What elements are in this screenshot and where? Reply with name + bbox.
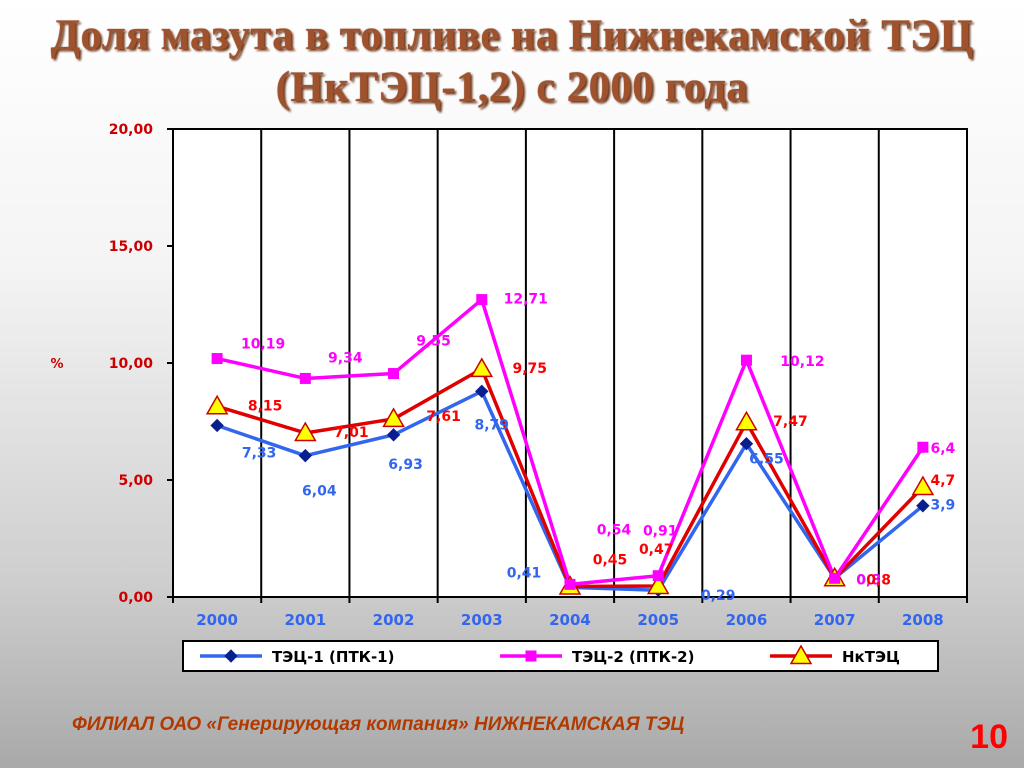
data-label: 0,8 [856,572,881,588]
title-line-2: (НкТЭЦ-1,2) с 2000 года [275,64,749,111]
fuel-oil-share-chart: 0,00 5,00 10,00 15,00 20,00% 2000 2001 2002 2003… [50,122,968,672]
data-label: 0,41 [507,565,542,581]
data-label: 3,9 [930,498,955,514]
data-point [211,353,223,365]
data-point [652,570,664,582]
data-label: 6,55 [749,452,784,468]
x-tick-label: 2005 [637,611,679,629]
data-point [382,407,405,428]
data-point [205,394,229,415]
x-tick-label: 2008 [902,611,944,629]
x-tick-label: 2007 [814,611,856,629]
data-point [735,410,758,431]
legend-entry: ТЭЦ-2 (ПТК-2) [572,648,694,666]
x-tick-label: 2006 [726,611,768,629]
data-label: 0,54 [597,522,632,538]
data-label: 6,04 [302,484,337,500]
data-label: 0,45 [593,552,628,568]
data-point [740,354,752,366]
data-label: 8,79 [475,417,510,433]
data-label: 7,61 [426,409,461,425]
data-point [294,421,317,442]
data-label: 6,93 [388,457,423,473]
data-label: 0,91 [643,524,678,540]
data-point [917,441,929,453]
data-label: 8,15 [248,398,283,414]
data-point [298,448,313,463]
data-point [386,428,401,442]
data-label: 0,29 [701,588,736,604]
data-label: 7,47 [773,414,808,430]
data-point [911,475,935,496]
data-point [470,357,494,378]
x-tick-label: 2003 [461,611,503,629]
y-axis-label: % [50,357,63,372]
data-label: 0,8 [856,572,881,588]
data-label: 10,19 [241,337,285,353]
data-point [388,368,400,380]
data-point [299,372,311,384]
data-label: 9,55 [416,334,451,350]
legend-marker [525,650,537,662]
legend-entry: ТЭЦ-1 (ПТК-1) [272,648,394,666]
data-point [476,294,488,306]
plot-area [173,129,967,597]
data-label: 0,8 [866,572,891,588]
data-point [210,418,224,433]
data-point [739,437,754,451]
data-label: 9,75 [513,361,548,377]
data-label: 7,01 [334,425,369,441]
y-tick-label: 0,00 [118,590,153,606]
footer-company: ФИЛИАЛ ОАО «Генерирующая компания» НИЖНЕ… [72,714,685,735]
x-tick-label: 2001 [284,611,326,629]
page-title: Доля мазута в топливе на Нижнекамской ТЭ… [0,10,1024,114]
x-tick-label: 2000 [196,611,238,629]
data-point [475,384,489,399]
data-label: 10,12 [780,354,824,370]
y-tick-label: 15,00 [109,239,154,255]
page-number: 10 [970,718,1008,756]
x-tick-label: 2004 [549,611,591,629]
data-label: 7,33 [242,445,277,461]
x-tick-label: 2002 [373,611,415,629]
data-point [564,578,576,590]
title-line-1: Доля мазута в топливе на Нижнекамской ТЭ… [50,12,974,59]
data-label: 4,7 [930,473,955,489]
y-tick-label: 10,00 [109,356,154,372]
legend-entry: НкТЭЦ [842,648,900,666]
data-point [646,574,670,595]
data-point [829,572,841,584]
data-label: 12,71 [504,292,548,308]
data-point [916,499,930,513]
y-tick-label: 20,00 [109,122,154,138]
data-label: 9,34 [328,350,363,366]
y-tick-label: 5,00 [118,473,153,489]
data-label: 0,47 [639,542,674,558]
legend-marker [789,644,813,665]
data-label: 6,4 [930,441,955,457]
legend-marker [224,649,238,663]
